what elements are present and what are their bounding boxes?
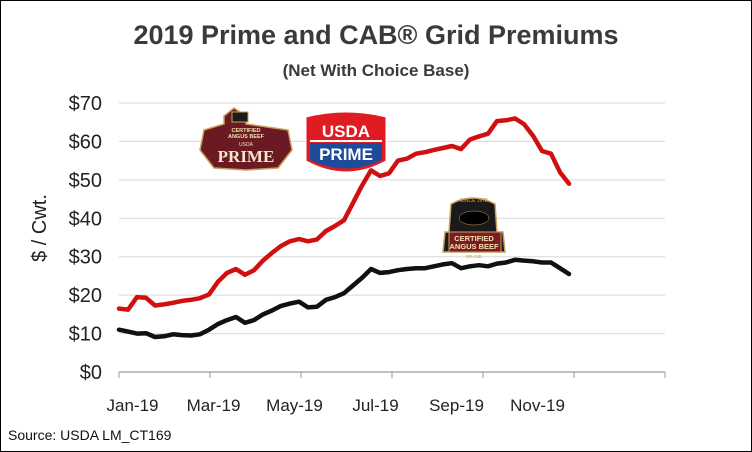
- y-tick-label: $70: [69, 93, 102, 115]
- usda-small-text: USDA: [239, 142, 254, 148]
- certified-angus-beef-logo: SINCE 1978 CERTIFIED ANGUS BEEF BRAND: [442, 197, 506, 259]
- cab-main-line1: CERTIFIED: [454, 234, 494, 243]
- x-tick-label: May-19: [266, 396, 323, 415]
- y-tick-label: $0: [80, 362, 102, 384]
- series-line-cab: [116, 257, 572, 340]
- cab-small-line1: CERTIFIED: [231, 128, 260, 134]
- cab-since: SINCE 1978: [460, 198, 488, 204]
- usda-shield-top: USDA: [322, 122, 370, 141]
- x-tick-label: Mar-19: [187, 396, 241, 415]
- usda-shield-bottom: PRIME: [319, 145, 373, 164]
- x-tick-label: Jan-19: [107, 396, 159, 415]
- series-line-prime: [116, 116, 572, 312]
- x-tick-marks: [118, 372, 666, 378]
- y-tick-labels: $0 $10 $20 $30 $40 $50 $60 $70: [69, 93, 102, 384]
- y-tick-label: $60: [69, 131, 102, 153]
- chart-title: 2019 Prime and CAB® Grid Premiums: [133, 20, 619, 50]
- cab-small-line2: ANGUS BEEF: [228, 134, 265, 140]
- y-axis-label: $ / Cwt.: [29, 194, 51, 262]
- cab-main-line2: ANGUS BEEF: [449, 242, 499, 251]
- prime-word: PRIME: [218, 147, 275, 166]
- x-tick-labels: Jan-19 Mar-19 May-19 Jul-19 Sep-19 Nov-19: [107, 396, 565, 415]
- y-tick-label: $10: [69, 324, 102, 346]
- cab-brand: BRAND: [466, 254, 483, 259]
- y-tick-label: $30: [69, 247, 102, 269]
- series-lines: [116, 116, 572, 340]
- x-tick-label: Sep-19: [429, 396, 484, 415]
- y-tick-label: $50: [69, 170, 102, 192]
- y-tick-label: $40: [69, 208, 102, 230]
- source-note: Source: USDA LM_CT169: [8, 427, 172, 443]
- cow-silhouette: [458, 210, 490, 226]
- usda-prime-shield-logo: USDA PRIME: [305, 111, 387, 173]
- x-tick-label: Nov-19: [510, 396, 565, 415]
- cab-prime-logo: CERTIFIED ANGUS BEEF USDA PRIME: [199, 107, 293, 171]
- y-tick-label: $20: [69, 285, 102, 307]
- chart-subtitle: (Net With Choice Base): [282, 61, 470, 80]
- x-tick-label: Jul-19: [352, 396, 398, 415]
